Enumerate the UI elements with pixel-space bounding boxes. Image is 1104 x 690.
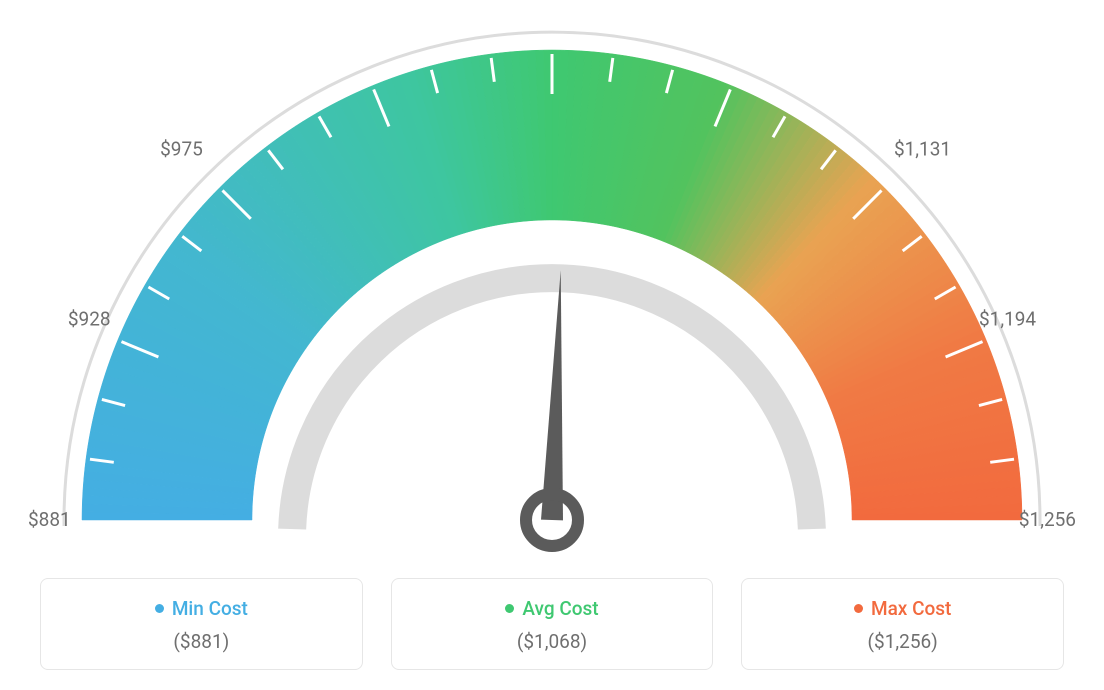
legend-title-max: Max Cost bbox=[854, 597, 951, 620]
gauge-svg: $881 $928 $975 $1,068 $1,131 $1,194 $1,256 bbox=[0, 0, 1104, 560]
legend-card-min: Min Cost ($881) bbox=[40, 578, 363, 670]
legend-title-min: Min Cost bbox=[155, 597, 248, 620]
legend-card-max: Max Cost ($1,256) bbox=[741, 578, 1064, 670]
legend-row: Min Cost ($881) Avg Cost ($1,068) Max Co… bbox=[0, 578, 1104, 670]
legend-label-max: Max Cost bbox=[871, 597, 951, 620]
tick-label: $975 bbox=[160, 137, 203, 160]
tick-label: $928 bbox=[68, 307, 111, 330]
tick-label: $1,068 bbox=[523, 0, 580, 1]
legend-dot-avg bbox=[505, 604, 514, 613]
legend-value-min: ($881) bbox=[51, 630, 352, 653]
legend-value-avg: ($1,068) bbox=[402, 630, 703, 653]
legend-label-avg: Avg Cost bbox=[522, 597, 598, 620]
legend-card-avg: Avg Cost ($1,068) bbox=[391, 578, 714, 670]
legend-label-min: Min Cost bbox=[172, 597, 248, 620]
tick-label: $881 bbox=[28, 508, 71, 531]
tick-label: $1,256 bbox=[1019, 508, 1076, 531]
cost-gauge-chart: $881 $928 $975 $1,068 $1,131 $1,194 $1,256 Min… bbox=[0, 0, 1104, 690]
tick-label: $1,131 bbox=[894, 137, 951, 160]
legend-dot-min bbox=[155, 604, 164, 613]
needle bbox=[541, 270, 563, 520]
tick-label: $1,194 bbox=[979, 307, 1036, 330]
legend-value-max: ($1,256) bbox=[752, 630, 1053, 653]
legend-dot-max bbox=[854, 604, 863, 613]
legend-title-avg: Avg Cost bbox=[505, 597, 598, 620]
